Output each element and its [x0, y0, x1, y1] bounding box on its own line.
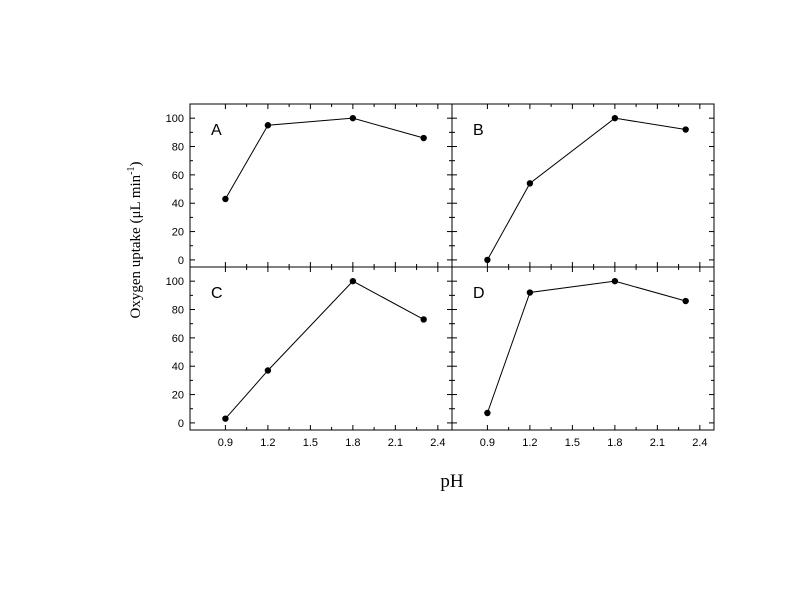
panel-a: 0 20 40 60 80 100 A — [166, 103, 453, 268]
panel-a-y-tick-label: 100 — [166, 113, 184, 125]
panel-a-y-tick-label: 40 — [172, 198, 184, 210]
panel-c-x-tick-label: 1.5 — [303, 437, 318, 449]
y-axis-title-closing: ) — [128, 161, 144, 166]
panel-d-x-tick-label: 0.9 — [480, 437, 495, 449]
panel-d-point — [526, 289, 534, 296]
panel-d: 0.9 1.2 1.5 1.8 2.1 2.4 D — [451, 266, 715, 449]
y-axis-title-main: Oxygen uptake (μL min — [128, 174, 144, 318]
panel-c-y-tick-label: 20 — [172, 390, 184, 402]
panel-a-series-line — [224, 117, 424, 200]
panel-b-frame — [451, 103, 715, 268]
panel-a-label: A — [211, 122, 222, 139]
panel-c-x-tick-label: 2.4 — [430, 437, 445, 449]
panel-a-point — [420, 134, 427, 142]
panel-b-point — [611, 114, 619, 122]
panel-c-series-line — [225, 280, 424, 419]
panel-c-label: C — [211, 285, 223, 302]
panel-d-x-tick-label: 1.2 — [522, 437, 537, 449]
panel-d-x-tick-label: 1.8 — [607, 437, 622, 449]
panel-c-point — [264, 367, 272, 374]
panel-c-x-tick-label: 1.2 — [260, 437, 275, 449]
panel-c-y-tick-label: 40 — [172, 361, 184, 373]
panel-c-y-tick-label: 100 — [166, 276, 184, 288]
panel-b-series-line — [486, 117, 686, 261]
panels: 0 20 40 60 80 100 A B 0.9 1.2 1.5 1.8 2.1 2.4 0 20 40 60 8… — [166, 103, 715, 449]
panel-c-y-tick-label: 60 — [172, 333, 184, 345]
panel-c-x-tick-label: 0.9 — [218, 437, 233, 449]
panel-b-label: B — [473, 122, 484, 139]
panel-c-frame — [189, 266, 453, 431]
panel-c-point — [222, 415, 229, 422]
panel-c-y-tick-label: 0 — [178, 418, 184, 430]
panel-b-point — [682, 126, 689, 133]
panel-d-frame — [451, 266, 715, 431]
panel-a-frame — [189, 103, 453, 268]
panel-d-x-tick-label: 2.1 — [650, 437, 665, 449]
panel-c-x-tick-label: 2.1 — [388, 437, 403, 449]
panel-a-point — [349, 114, 357, 122]
panel-d-x-tick-label: 1.5 — [565, 437, 580, 449]
panel-b-point — [526, 180, 534, 187]
panel-a-y-tick-label: 80 — [172, 142, 184, 154]
panel-d-point — [484, 409, 491, 417]
panel-a-y-tick-label: 20 — [172, 227, 184, 239]
panel-c-y-tick-label: 80 — [172, 305, 184, 317]
panel-a-point — [264, 122, 272, 129]
panel-d-point — [682, 297, 689, 305]
panel-d-x-tick-label: 2.4 — [692, 437, 707, 449]
panel-a-y-tick-label: 0 — [178, 255, 184, 267]
panel-b: B — [451, 103, 715, 268]
y-axis-title: Oxygen uptake (μL min-1) — [126, 161, 144, 318]
panel-d-label: D — [473, 285, 485, 302]
panel-c-point — [349, 277, 357, 285]
panel-a-y-tick-label: 60 — [172, 170, 184, 182]
x-axis-title: pH — [440, 471, 464, 492]
panel-c: 0.9 1.2 1.5 1.8 2.1 2.4 0 20 40 60 80 100 C — [166, 266, 453, 449]
panel-b-point — [484, 256, 491, 264]
panel-c-x-tick-label: 1.8 — [345, 437, 360, 449]
y-axis-title-superscript: -1 — [126, 166, 137, 174]
panel-d-point — [611, 277, 619, 285]
panel-d-series-line — [486, 280, 686, 414]
panel-c-point — [420, 316, 427, 323]
panel-a-point — [222, 195, 229, 203]
